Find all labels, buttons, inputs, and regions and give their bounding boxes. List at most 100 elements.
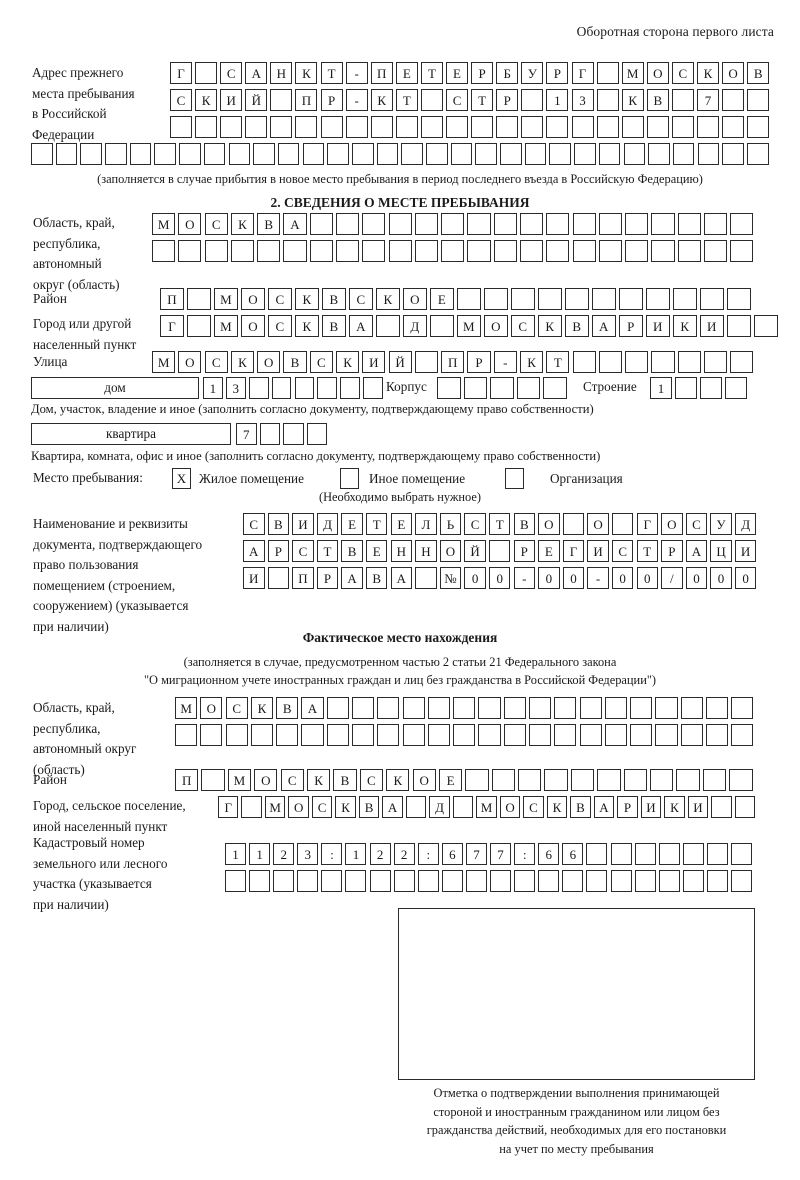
char-cell[interactable]: О (661, 513, 683, 535)
char-cell[interactable] (248, 377, 269, 399)
char-cell[interactable] (702, 769, 727, 791)
char-cell[interactable]: И (734, 540, 757, 562)
char-cell[interactable] (677, 351, 701, 373)
char-cell[interactable] (351, 724, 375, 746)
char-cell[interactable] (598, 143, 621, 165)
char-cell[interactable] (604, 697, 627, 719)
char-cell[interactable] (446, 116, 469, 138)
char-cell[interactable] (257, 240, 281, 262)
char-cell[interactable]: 0 (685, 567, 708, 589)
char-cell[interactable] (596, 116, 619, 138)
char-cell[interactable]: Н (270, 62, 293, 84)
char-cell[interactable] (623, 769, 647, 791)
char-cell[interactable]: Р (467, 351, 491, 373)
char-cell[interactable]: Е (538, 540, 560, 562)
char-cell[interactable]: М (213, 315, 238, 337)
char-cell[interactable]: 1 (249, 843, 271, 865)
char-cell[interactable]: Т (488, 513, 511, 535)
char-cell[interactable]: К (519, 351, 544, 373)
char-cell[interactable] (729, 769, 753, 791)
char-cell[interactable] (453, 697, 476, 719)
char-cell[interactable]: С (267, 315, 292, 337)
char-cell[interactable]: О (587, 513, 609, 535)
char-cell[interactable]: И (243, 567, 265, 589)
char-cell[interactable] (267, 567, 290, 589)
char-cell[interactable] (618, 288, 643, 310)
char-cell[interactable] (478, 724, 501, 746)
char-cell[interactable]: Р (267, 540, 290, 562)
char-cell[interactable] (544, 769, 568, 791)
char-cell[interactable] (625, 351, 649, 373)
char-cell[interactable]: М (227, 769, 252, 791)
char-cell[interactable]: М (476, 796, 497, 818)
char-cell[interactable]: В (267, 513, 290, 535)
char-cell[interactable]: Е (365, 540, 388, 562)
char-cell[interactable] (55, 143, 78, 165)
char-cell[interactable]: К (537, 315, 562, 337)
char-cell[interactable] (297, 870, 319, 892)
char-cell[interactable] (31, 143, 53, 165)
char-cell[interactable]: К (672, 315, 697, 337)
char-cell[interactable] (538, 870, 560, 892)
char-cell[interactable] (335, 240, 360, 262)
char-cell[interactable]: И (587, 540, 609, 562)
char-cell[interactable] (441, 240, 465, 262)
char-cell[interactable]: Д (316, 513, 339, 535)
char-cell[interactable]: П (370, 62, 393, 84)
char-cell[interactable] (726, 288, 751, 310)
char-cell[interactable] (80, 143, 102, 165)
char-cell[interactable] (680, 697, 703, 719)
char-cell[interactable]: Т (546, 351, 570, 373)
char-cell[interactable]: О (257, 351, 281, 373)
char-cell[interactable]: А (243, 540, 265, 562)
char-cell[interactable]: С (464, 513, 486, 535)
char-cell[interactable] (465, 769, 489, 791)
char-cell[interactable] (362, 213, 386, 235)
char-cell[interactable]: 1 (345, 843, 367, 865)
char-cell[interactable] (747, 89, 770, 111)
char-cell[interactable] (696, 116, 719, 138)
char-cell[interactable] (420, 116, 443, 138)
char-cell[interactable]: К (230, 213, 255, 235)
char-cell[interactable]: С (510, 315, 535, 337)
char-cell[interactable] (345, 116, 368, 138)
char-cell[interactable] (241, 796, 262, 818)
char-cell[interactable] (730, 870, 752, 892)
char-cell[interactable]: А (245, 62, 268, 84)
char-cell[interactable] (200, 724, 223, 746)
char-cell[interactable]: 0 (464, 567, 486, 589)
char-cell[interactable] (747, 116, 770, 138)
char-cell[interactable]: Г (562, 540, 585, 562)
char-cell[interactable]: № (439, 567, 462, 589)
char-cell[interactable] (510, 288, 535, 310)
char-cell[interactable]: Б (496, 62, 519, 84)
char-cell[interactable] (270, 89, 293, 111)
char-cell[interactable]: 3 (571, 89, 594, 111)
checkbox-inoe[interactable] (340, 468, 359, 489)
char-cell[interactable]: 0 (538, 567, 560, 589)
char-cell[interactable] (651, 213, 675, 235)
char-cell[interactable] (655, 724, 678, 746)
char-cell[interactable] (441, 870, 463, 892)
char-cell[interactable] (572, 351, 596, 373)
actual-region-row-2[interactable] (175, 724, 754, 746)
char-cell[interactable] (651, 351, 675, 373)
char-cell[interactable]: М (456, 315, 481, 337)
char-cell[interactable] (437, 377, 461, 399)
char-cell[interactable] (543, 377, 567, 399)
char-cell[interactable] (514, 870, 536, 892)
char-cell[interactable] (259, 423, 281, 445)
char-cell[interactable]: О (288, 796, 309, 818)
char-cell[interactable] (703, 213, 728, 235)
char-cell[interactable]: Т (316, 540, 339, 562)
char-cell[interactable]: П (160, 288, 184, 310)
char-cell[interactable]: М (175, 697, 198, 719)
char-cell[interactable]: К (696, 62, 719, 84)
char-cell[interactable]: Р (617, 796, 638, 818)
char-cell[interactable] (225, 870, 246, 892)
char-cell[interactable]: - (493, 351, 517, 373)
char-cell[interactable]: Т (420, 62, 443, 84)
char-cell[interactable]: К (335, 796, 356, 818)
